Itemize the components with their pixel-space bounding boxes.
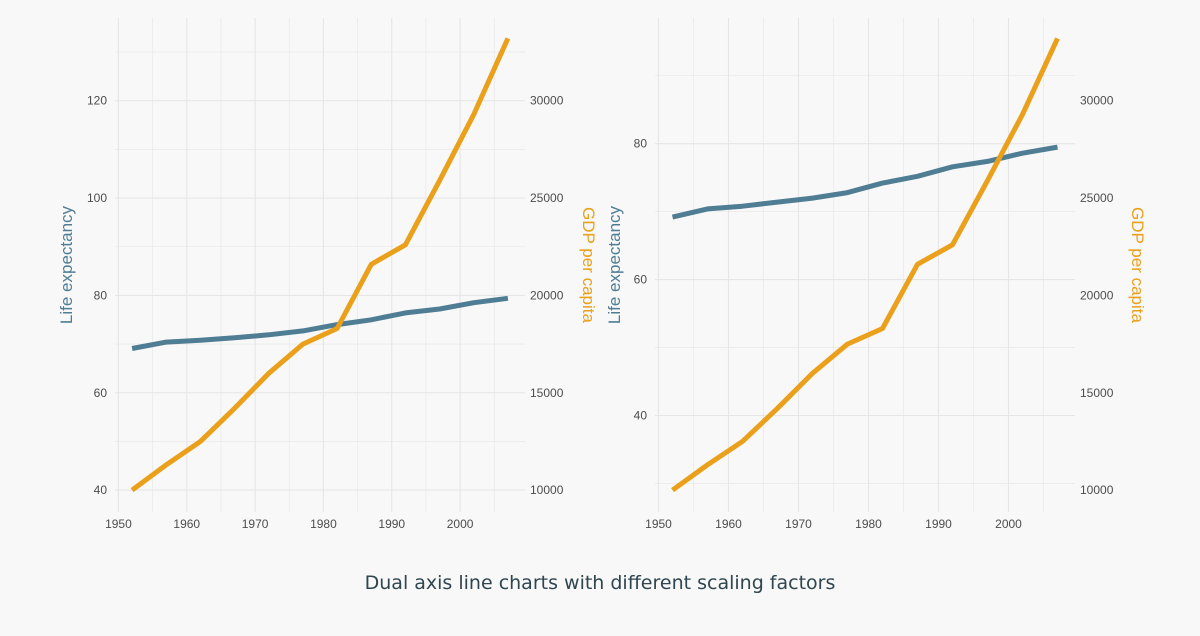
x-tick-label: 1950 [105,517,132,531]
chart-panel-2: 1950 1960 1970 1980 1990 2000 40 60 80 10000 15000… [605,18,1147,531]
y-axis-title: Life expectancy [605,205,624,324]
x-tick-label: 1980 [855,517,882,531]
series-line-gdp [671,37,1060,493]
x-tick-label: 1990 [925,517,952,531]
x-tick-label: 1960 [173,517,200,531]
y2-axis-title: GDP per capita [1128,207,1147,323]
y-tick-label: 60 [94,386,108,400]
y2-tick-label: 20000 [530,288,564,302]
x-tick-label: 1950 [645,517,672,531]
y-tick-label: 40 [94,483,108,497]
series-line-life-expectancy [671,144,1058,220]
y-tick-label: 40 [634,409,648,423]
x-tick-label: 1970 [242,517,269,531]
series-line-life-expectancy [131,295,509,351]
x-tick-label: 2000 [447,517,474,531]
y2-tick-label: 25000 [1080,191,1114,205]
y2-tick-label: 15000 [530,386,564,400]
y-tick-label: 60 [634,273,648,287]
y-tick-label: 100 [87,191,107,205]
y-tick-label: 80 [94,288,108,302]
y2-tick-label: 25000 [530,191,564,205]
y2-tick-label: 15000 [1080,386,1114,400]
y2-axis-title: GDP per capita [579,207,598,323]
y-axis-title: Life expectancy [57,205,76,324]
chart-panel-1: 1950 1960 1970 1980 1990 2000 40 60 80 100 120 1000… [57,18,598,531]
x-tick-label: 2000 [995,517,1022,531]
y2-tick-label: 10000 [1080,483,1114,497]
series-line-gdp [130,37,511,493]
x-tick-label: 1960 [715,517,742,531]
x-tick-label: 1990 [378,517,405,531]
y2-tick-label: 30000 [1080,94,1114,108]
x-tick-label: 1970 [785,517,812,531]
figure-caption: Dual axis line charts with different sca… [364,572,836,594]
y-tick-label: 80 [634,137,648,151]
x-tick-label: 1980 [310,517,337,531]
y2-tick-label: 30000 [530,94,564,108]
y2-tick-label: 20000 [1080,288,1114,302]
y-tick-label: 120 [87,94,107,108]
y2-tick-label: 10000 [530,483,564,497]
